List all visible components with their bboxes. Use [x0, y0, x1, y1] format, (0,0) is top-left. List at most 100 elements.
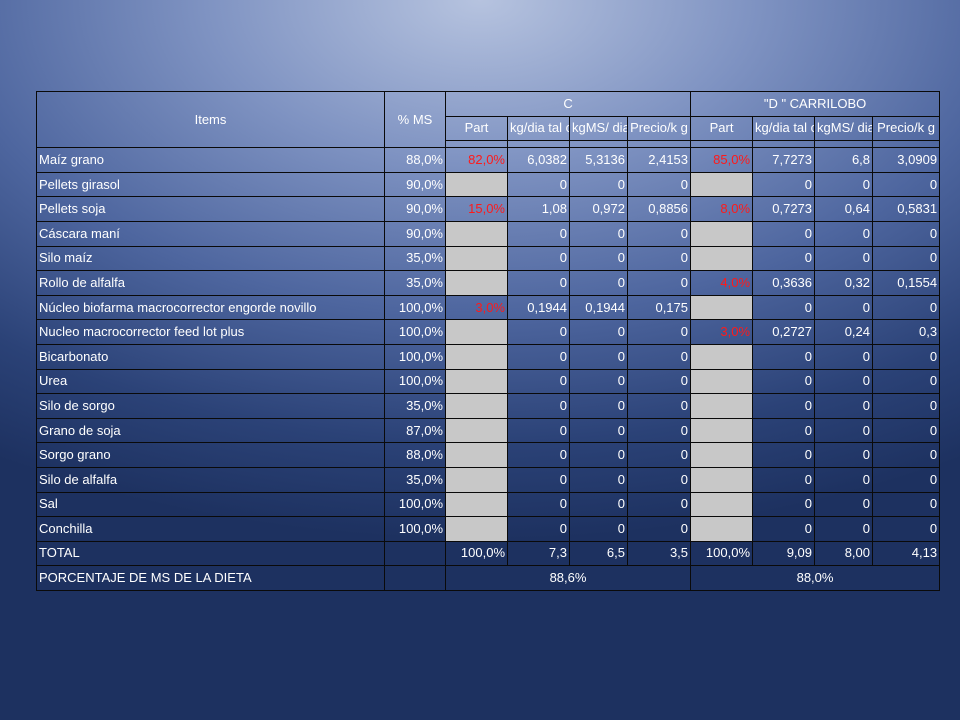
item-name-cell: Núcleo biofarma macrocorrector engorde n… — [36, 294, 385, 321]
header-spacer-row — [37, 140, 941, 149]
item-name-cell: Maíz grano — [36, 147, 385, 173]
item-name-cell: Pellets girasol — [36, 171, 385, 198]
ms-cell: 35,0% — [384, 466, 446, 493]
d-precio-cell: 0 — [872, 343, 941, 370]
header-spacer-cell — [752, 140, 816, 149]
header-spacer-cell — [690, 140, 754, 149]
c-kgms-cell: 0 — [569, 466, 628, 493]
ms-cell: 88,0% — [384, 147, 446, 173]
d-kg-tal-cual-cell: 0 — [752, 516, 816, 542]
d-precio-cell: 0,1554 — [872, 270, 941, 296]
total-d-kg: 9,09 — [752, 540, 816, 567]
table-row: Nucleo macrocorrector feed lot plus 100,0… — [36, 319, 941, 345]
d-kg-tal-cual-cell: 0 — [752, 417, 816, 444]
d-precio-cell: 0 — [872, 245, 941, 272]
c-kg-tal-cual-cell: 6,0382 — [507, 147, 570, 173]
d-part-cell: 85,0% — [690, 147, 754, 173]
item-name-cell: Grano de soja — [36, 417, 385, 444]
c-kg-tal-cual-cell: 0 — [507, 245, 570, 272]
total-c-precio: 3,5 — [626, 540, 692, 567]
table-row: Silo maíz 35,0% 0 0 0 0 0 0 — [36, 245, 941, 272]
c-kg-tal-cual-cell: 0,1944 — [507, 294, 570, 321]
c-precio-cell: 0 — [626, 319, 692, 345]
d-kg-tal-cual-cell: 0 — [752, 442, 816, 468]
table-row: Grano de soja 87,0% 0 0 0 0 0 0 — [36, 417, 941, 444]
d-part-cell — [690, 491, 754, 518]
ms-cell: 100,0% — [384, 343, 446, 370]
c-precio-cell: 0 — [626, 171, 692, 198]
c-part-cell — [445, 270, 508, 296]
header-d-kg-tal-cual: kg/dia tal cual — [752, 115, 816, 142]
d-precio-cell: 0 — [872, 466, 941, 493]
c-kgms-cell: 0 — [569, 417, 628, 444]
d-part-cell — [690, 516, 754, 542]
d-kgms-cell: 0,24 — [814, 319, 874, 345]
header-d-part: Part — [690, 115, 754, 142]
c-precio-cell: 0 — [626, 220, 692, 247]
d-kg-tal-cual-cell: 0 — [752, 491, 816, 518]
ms-cell: 35,0% — [384, 270, 446, 296]
diet-table: Items % MS C "D " CARRILOBO Part kg/dia … — [36, 90, 941, 591]
c-precio-cell: 0 — [626, 417, 692, 444]
d-kg-tal-cual-cell: 0 — [752, 466, 816, 493]
ms-cell: 35,0% — [384, 393, 446, 419]
table-row: Pellets soja 90,0% 15,0% 1,08 0,972 0,8856 8,0… — [36, 196, 941, 222]
header-spacer-cell — [814, 140, 874, 149]
header-ms: % MS — [384, 90, 446, 149]
c-precio-cell: 0 — [626, 466, 692, 493]
c-part-cell — [445, 245, 508, 272]
header-spacer-cell — [445, 140, 508, 149]
header-row-sub: Part kg/dia tal cual kgMS/ dia Precio/k … — [37, 115, 941, 142]
c-precio-cell: 0 — [626, 245, 692, 272]
ms-cell: 88,0% — [384, 442, 446, 468]
item-name-cell: Rollo de alfalfa — [36, 270, 385, 296]
d-kg-tal-cual-cell: 0,2727 — [752, 319, 816, 345]
c-kgms-cell: 5,3136 — [569, 147, 628, 173]
d-kgms-cell: 0 — [814, 220, 874, 247]
d-kgms-cell: 0,64 — [814, 196, 874, 222]
d-precio-cell: 0 — [872, 294, 941, 321]
c-precio-cell: 0,8856 — [626, 196, 692, 222]
d-kgms-cell: 0 — [814, 393, 874, 419]
table-row: Silo de sorgo 35,0% 0 0 0 0 0 0 — [36, 393, 941, 419]
total-row: TOTAL 100,0% 7,3 6,5 3,5 100,0% 9,09 8,0… — [36, 540, 941, 567]
item-name-cell: Bicarbonato — [36, 343, 385, 370]
c-kg-tal-cual-cell: 0 — [507, 466, 570, 493]
ms-cell: 100,0% — [384, 491, 446, 518]
table-row: Urea 100,0% 0 0 0 0 0 0 — [36, 368, 941, 395]
ms-cell: 35,0% — [384, 245, 446, 272]
ms-cell: 100,0% — [384, 516, 446, 542]
c-kg-tal-cual-cell: 0 — [507, 393, 570, 419]
ms-dieta-label: PORCENTAJE DE MS DE LA DIETA — [36, 565, 385, 591]
total-c-part: 100,0% — [445, 540, 508, 567]
c-part-cell — [445, 393, 508, 419]
table-row: Rollo de alfalfa 35,0% 0 0 0 4,0% 0,3636 0,32 0,… — [36, 270, 941, 296]
ms-dieta-d: 88,0% — [690, 565, 941, 591]
ms-cell: 100,0% — [384, 294, 446, 321]
d-precio-cell: 0,3 — [872, 319, 941, 345]
c-part-cell: 82,0% — [445, 147, 508, 173]
c-precio-cell: 0 — [626, 393, 692, 419]
d-part-cell — [690, 220, 754, 247]
c-kgms-cell: 0 — [569, 220, 628, 247]
table-body: Maíz grano 88,0% 82,0% 6,0382 5,3136 2,4153 85… — [36, 147, 941, 542]
c-kgms-cell: 0 — [569, 171, 628, 198]
header-d-kgms: kgMS/ dia — [814, 115, 874, 142]
d-part-cell — [690, 343, 754, 370]
ms-cell: 87,0% — [384, 417, 446, 444]
c-precio-cell: 0 — [626, 516, 692, 542]
d-part-cell — [690, 368, 754, 395]
d-precio-cell: 0 — [872, 417, 941, 444]
d-part-cell — [690, 245, 754, 272]
c-kg-tal-cual-cell: 0 — [507, 491, 570, 518]
table-row: Sorgo grano 88,0% 0 0 0 0 0 0 — [36, 442, 941, 468]
d-part-cell — [690, 294, 754, 321]
c-part-cell — [445, 442, 508, 468]
d-kg-tal-cual-cell: 0 — [752, 171, 816, 198]
total-label: TOTAL — [36, 540, 385, 567]
header-row-groups: Items % MS C "D " CARRILOBO — [36, 90, 941, 149]
d-precio-cell: 0 — [872, 442, 941, 468]
d-part-cell — [690, 417, 754, 444]
item-name-cell: Urea — [36, 368, 385, 395]
c-kgms-cell: 0 — [569, 393, 628, 419]
